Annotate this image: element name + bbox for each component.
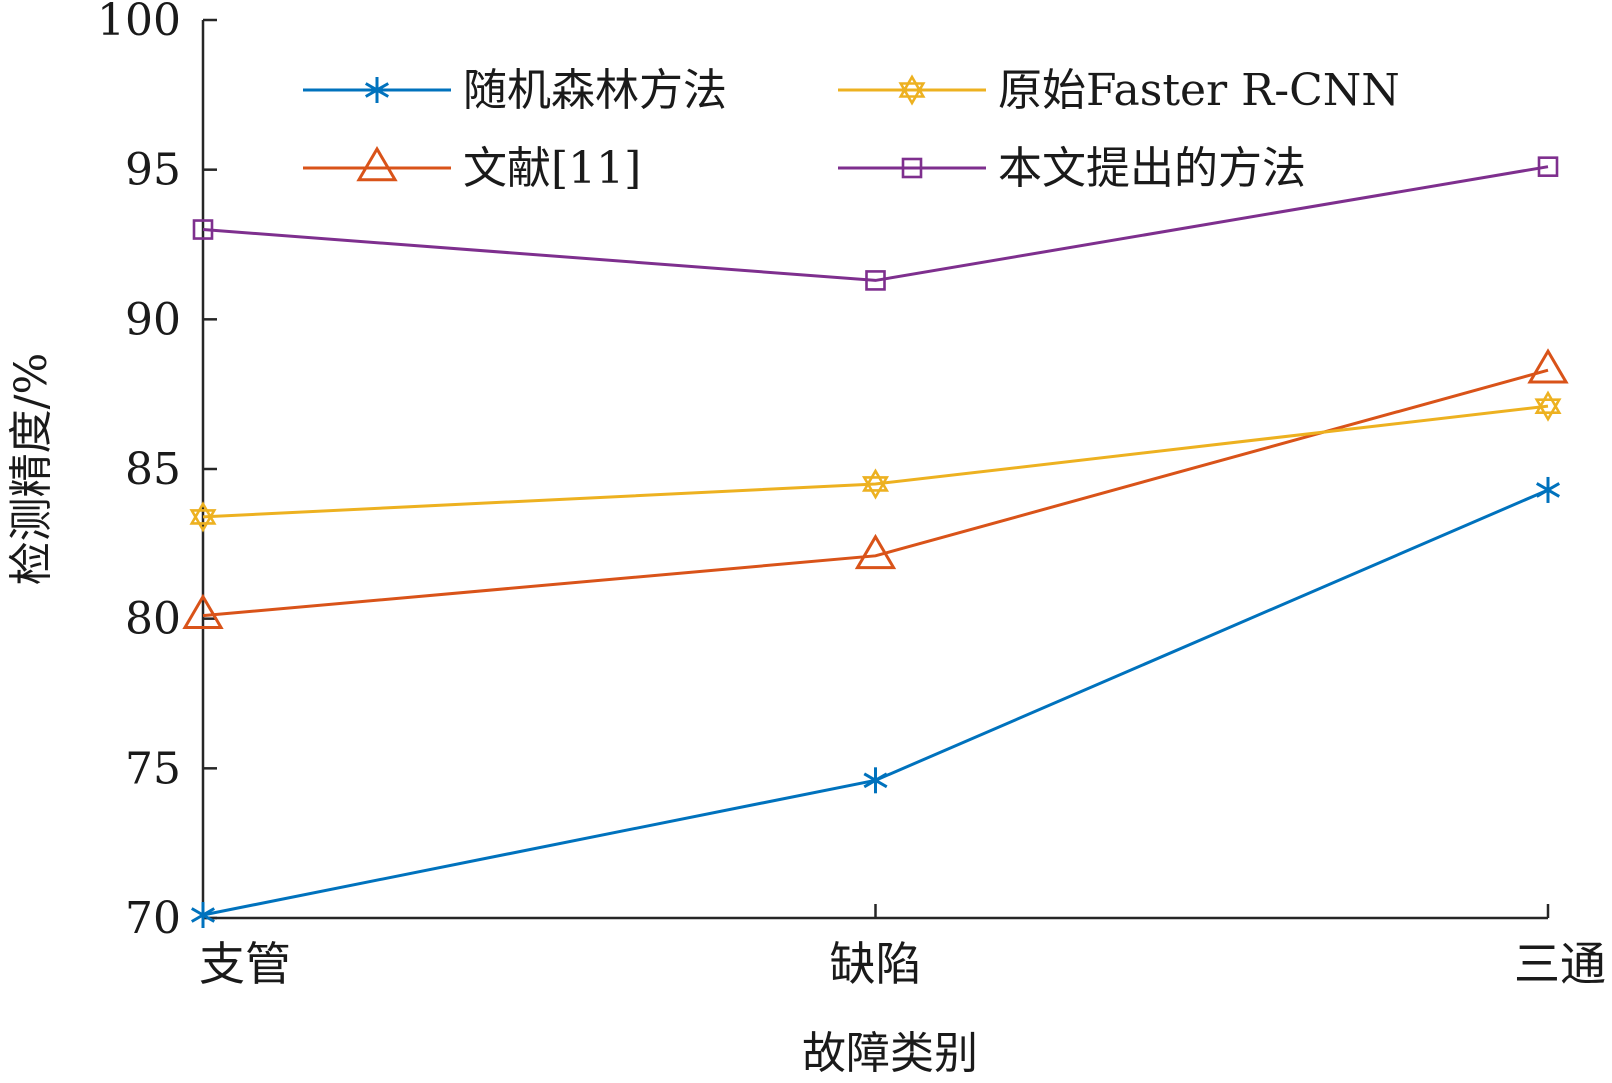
legend-label: 本文提出的方法 <box>998 143 1306 194</box>
hexagram-tri-down <box>898 82 926 106</box>
data-point <box>190 902 216 929</box>
data-point <box>192 219 214 240</box>
series-line <box>202 165 1549 282</box>
square-shape <box>192 219 214 240</box>
x-tick-label: 支管 <box>199 937 291 991</box>
legend-entry: 原始Faster R-CNN <box>838 65 1400 116</box>
asterisk-stroke <box>863 772 888 789</box>
data-point <box>854 533 897 570</box>
hexagram-tri-down <box>189 509 217 533</box>
series-square <box>192 156 1559 291</box>
y-tick-label: 80 <box>125 594 181 645</box>
legend-label: 原始Faster R-CNN <box>998 65 1400 116</box>
triangle-shape <box>356 146 398 182</box>
asterisk-stroke <box>190 907 216 923</box>
series-asterisk <box>190 476 1561 929</box>
x-axis-title: 故障类别 <box>802 1028 978 1079</box>
hexagram-tri-up <box>1534 390 1562 414</box>
hexagram-tri-up <box>861 468 890 492</box>
legend-entry: 文献[11] <box>303 143 641 194</box>
hexagram-tri-up <box>898 74 926 98</box>
legend-label: 随机森林方法 <box>463 65 727 116</box>
square-shape <box>1537 156 1559 177</box>
asterisk-stroke <box>364 82 390 98</box>
legend-marker <box>898 74 926 106</box>
series-line <box>202 488 1549 917</box>
data-point <box>1535 476 1561 503</box>
data-point <box>865 270 886 291</box>
x-ticks: 支管 缺陷 三通 <box>199 904 1606 991</box>
hexagram-tri-down <box>1534 398 1562 422</box>
square-shape <box>865 270 886 291</box>
data-point <box>1527 348 1569 384</box>
asterisk-stroke <box>1535 482 1561 498</box>
data-point <box>863 767 888 794</box>
square-shape <box>901 157 923 179</box>
legend-entry: 随机森林方法 <box>303 65 727 116</box>
triangle-shape <box>1527 348 1569 384</box>
data-point <box>861 468 890 500</box>
y-ticks: 70 75 80 85 90 95 100 <box>97 0 217 944</box>
hexagram-tri-up <box>189 501 217 525</box>
legend-marker <box>901 157 923 179</box>
series-layer <box>182 156 1569 929</box>
data-point <box>1537 156 1559 177</box>
y-tick-label: 90 <box>125 294 181 345</box>
y-axis-title: 检测精度/% <box>6 353 57 586</box>
legend-marker <box>364 77 390 103</box>
triangle-shape <box>854 533 897 570</box>
triangle-shape <box>182 593 224 629</box>
y-tick-label: 75 <box>125 743 181 794</box>
legend-label: 文献[11] <box>463 143 641 194</box>
data-point <box>1534 390 1562 422</box>
hexagram-tri-down <box>861 476 890 500</box>
data-point <box>189 501 217 533</box>
legend-marker <box>356 146 398 182</box>
legend-entry: 本文提出的方法 <box>838 143 1306 194</box>
x-tick-label: 缺陷 <box>830 937 922 991</box>
y-tick-label: 70 <box>125 893 181 944</box>
y-tick-label: 85 <box>125 444 181 495</box>
y-tick-label: 95 <box>125 145 181 196</box>
data-point <box>182 593 224 629</box>
series-hexagram <box>189 390 1562 533</box>
x-tick-label: 三通 <box>1514 937 1606 991</box>
series-line <box>202 368 1549 618</box>
series-line <box>202 404 1549 519</box>
y-tick-label: 100 <box>97 0 181 46</box>
